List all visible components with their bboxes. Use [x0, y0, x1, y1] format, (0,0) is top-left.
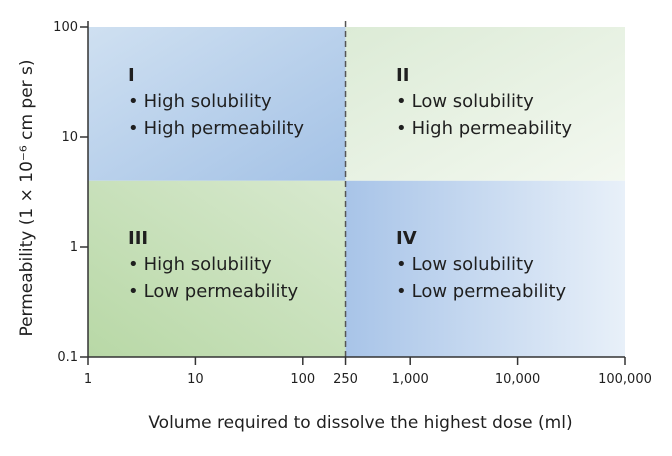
- bullet-glyph: •: [396, 281, 407, 302]
- quadrant-2-region: [345, 27, 625, 181]
- x-axis-title: Volume required to dissolve the highest …: [148, 413, 572, 433]
- quadrant-item-text: Low permeability: [144, 281, 299, 302]
- y-axis-title: Permeability (1 × 10⁻⁶ cm per s): [17, 59, 37, 336]
- quadrant-item: • Low permeability: [128, 281, 299, 302]
- quadrant-numeral: II: [396, 65, 409, 86]
- bullet-glyph: •: [396, 254, 407, 275]
- y-tick-label: 10: [61, 130, 78, 145]
- quadrant-3-label: III• High solubility• Low permeability: [128, 228, 299, 302]
- x-tick-label: 1,000: [392, 372, 429, 387]
- x-tick-label: 1: [84, 372, 92, 387]
- quadrant-item: • Low permeability: [396, 281, 567, 302]
- bullet-glyph: •: [128, 254, 139, 275]
- quadrant-1-region: [88, 27, 346, 181]
- axes: 0.1 1 10 100 1 10 100 250 1,000 10,000 100,000: [53, 20, 652, 387]
- quadrant-item: • High permeability: [128, 118, 304, 139]
- quadrant-4-label: IV• Low solubility• Low permeability: [396, 228, 567, 302]
- quadrant-item-text: High solubility: [144, 254, 272, 275]
- bullet-glyph: •: [128, 91, 139, 112]
- quadrant-1-label: I• High solubility• High permeability: [128, 65, 304, 139]
- bullet-glyph: •: [128, 118, 139, 139]
- y-tick-label: 1: [70, 240, 78, 255]
- bullet-glyph: •: [396, 91, 407, 112]
- quadrant-item: • High solubility: [128, 254, 272, 275]
- x-tick-label: 100: [290, 372, 315, 387]
- quadrant-4-region: [345, 180, 625, 357]
- quadrant-regions: [88, 27, 625, 357]
- quadrant-numeral: IV: [396, 228, 417, 249]
- quadrant-item: • High permeability: [396, 118, 572, 139]
- y-tick-label: 100: [53, 20, 78, 35]
- quadrant-2-label: II• Low solubility• High permeability: [396, 65, 572, 139]
- quadrant-numeral: I: [128, 65, 135, 86]
- quadrant-item-text: Low solubility: [412, 91, 534, 112]
- quadrant-item: • Low solubility: [396, 254, 534, 275]
- bullet-glyph: •: [396, 118, 407, 139]
- x-tick-label: 100,000: [598, 372, 652, 387]
- quadrant-item-text: High permeability: [144, 118, 305, 139]
- x-tick-label: 10: [187, 372, 204, 387]
- quadrant-item-text: Low solubility: [412, 254, 534, 275]
- quadrant-item: • High solubility: [128, 91, 272, 112]
- quadrant-item: • Low solubility: [396, 91, 534, 112]
- x-tick-label: 10,000: [495, 372, 541, 387]
- quadrant-numeral: III: [128, 228, 148, 249]
- quadrant-3-region: [88, 180, 346, 357]
- quadrant-item-text: Low permeability: [412, 281, 567, 302]
- quadrant-item-text: High solubility: [144, 91, 272, 112]
- x-tick-label: 250: [333, 372, 358, 387]
- quadrant-item-text: High permeability: [412, 118, 573, 139]
- y-tick-label: 0.1: [57, 350, 78, 365]
- bullet-glyph: •: [128, 281, 139, 302]
